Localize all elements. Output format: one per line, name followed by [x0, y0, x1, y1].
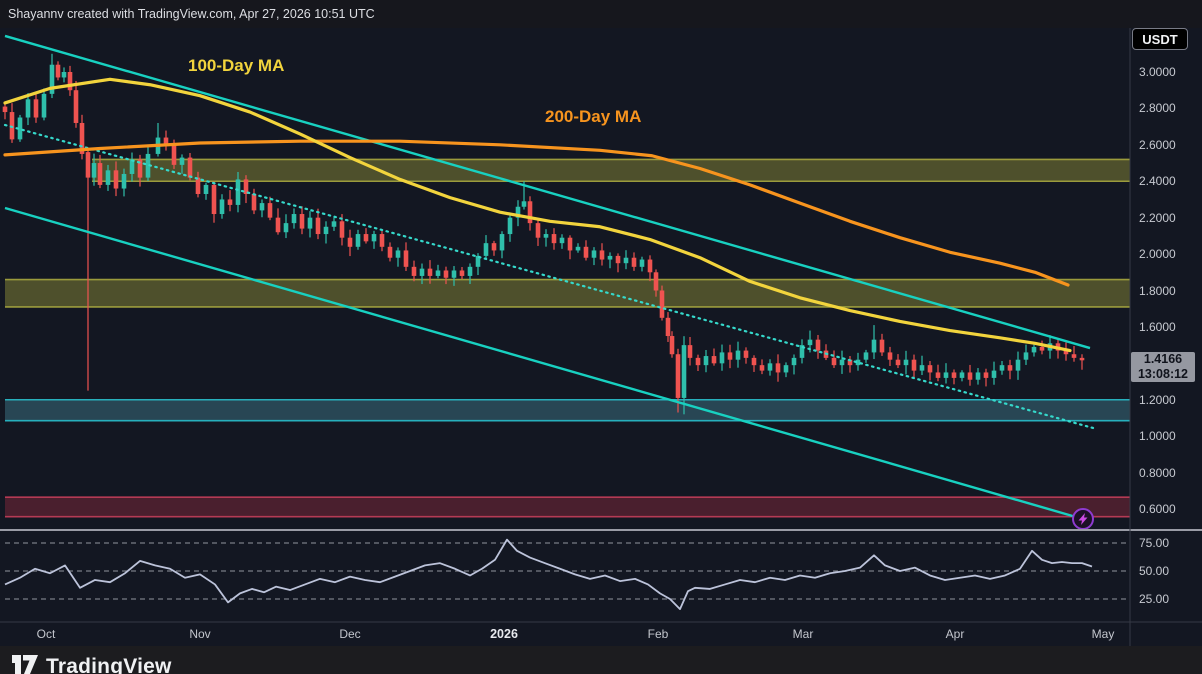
attribution-text: Shayannv created with TradingView.com, A… [8, 7, 375, 21]
rsi-line[interactable] [4, 538, 1093, 610]
zone-resistance-upper[interactable] [92, 158, 1130, 183]
price-tick-label: 3.0000 [1139, 65, 1176, 79]
time-tick-label: May [1091, 627, 1115, 641]
tradingview-logo-icon [12, 655, 38, 674]
price-tick-label: 1.8000 [1139, 283, 1176, 298]
time-tick-label: Oct [36, 627, 56, 641]
time-tick-label: Mar [792, 627, 814, 641]
rsi-tick-label: 75.00 [1139, 536, 1170, 550]
price-tick-label: 1.6000 [1139, 320, 1176, 334]
ma100-line[interactable] [3, 77, 1072, 353]
time-tick-label: Dec [339, 627, 361, 641]
rsi-tick-label: 50.00 [1139, 564, 1170, 578]
zone-support-teal[interactable] [5, 398, 1130, 422]
zone-resistance-mid[interactable] [5, 278, 1130, 308]
time-tick-label: Nov [189, 627, 211, 641]
bar-countdown-timer: 13:08:12 [1137, 367, 1189, 381]
ma200-annotation-label: 200-Day MA [545, 107, 642, 126]
last-price-value: 1.4166 [1143, 352, 1183, 366]
trendline-inner-dotted[interactable] [3, 123, 1095, 430]
tradingview-logo[interactable]: TradingView [12, 652, 172, 674]
main-price-pane[interactable] [0, 28, 1130, 530]
price-tick-label: 2.8000 [1139, 101, 1176, 116]
quote-currency-badge[interactable]: USDT [1132, 28, 1188, 50]
price-tick-label: 2.0000 [1139, 247, 1176, 262]
trendline-channel-bottom[interactable] [4, 206, 1074, 518]
price-tick-label: 1.2000 [1139, 392, 1176, 407]
candles-series[interactable] [2, 53, 1085, 415]
price-tick-label: 2.2000 [1139, 210, 1176, 225]
time-tick-label: 2026 [490, 627, 518, 641]
lightning-bolt-icon [1078, 513, 1088, 526]
time-tick-label: Feb [647, 627, 669, 641]
ma100-annotation-label: 100-Day MA [188, 56, 285, 75]
trendline-channel-top[interactable] [4, 34, 1091, 350]
last-price-badge[interactable]: 1.4166 13:08:12 [1131, 352, 1195, 382]
rsi-pane[interactable] [0, 531, 1130, 622]
tradingview-logo-text: TradingView [46, 655, 172, 674]
price-tick-label: 1.0000 [1139, 429, 1176, 444]
lightning-marker[interactable] [1072, 508, 1094, 531]
price-tick-label: 2.6000 [1139, 138, 1176, 152]
price-tick-label: 0.6000 [1139, 502, 1176, 516]
price-tick-label: 0.8000 [1139, 465, 1176, 480]
time-tick-label: Apr [945, 627, 965, 641]
price-tick-label: 2.4000 [1139, 174, 1176, 189]
rsi-tick-label: 25.00 [1139, 592, 1170, 606]
ma200-line[interactable] [3, 139, 1070, 287]
attribution-bar: Shayannv created with TradingView.com, A… [0, 0, 1202, 28]
bottom-bar: TradingView [0, 646, 1202, 674]
zone-support-red[interactable] [5, 496, 1130, 518]
